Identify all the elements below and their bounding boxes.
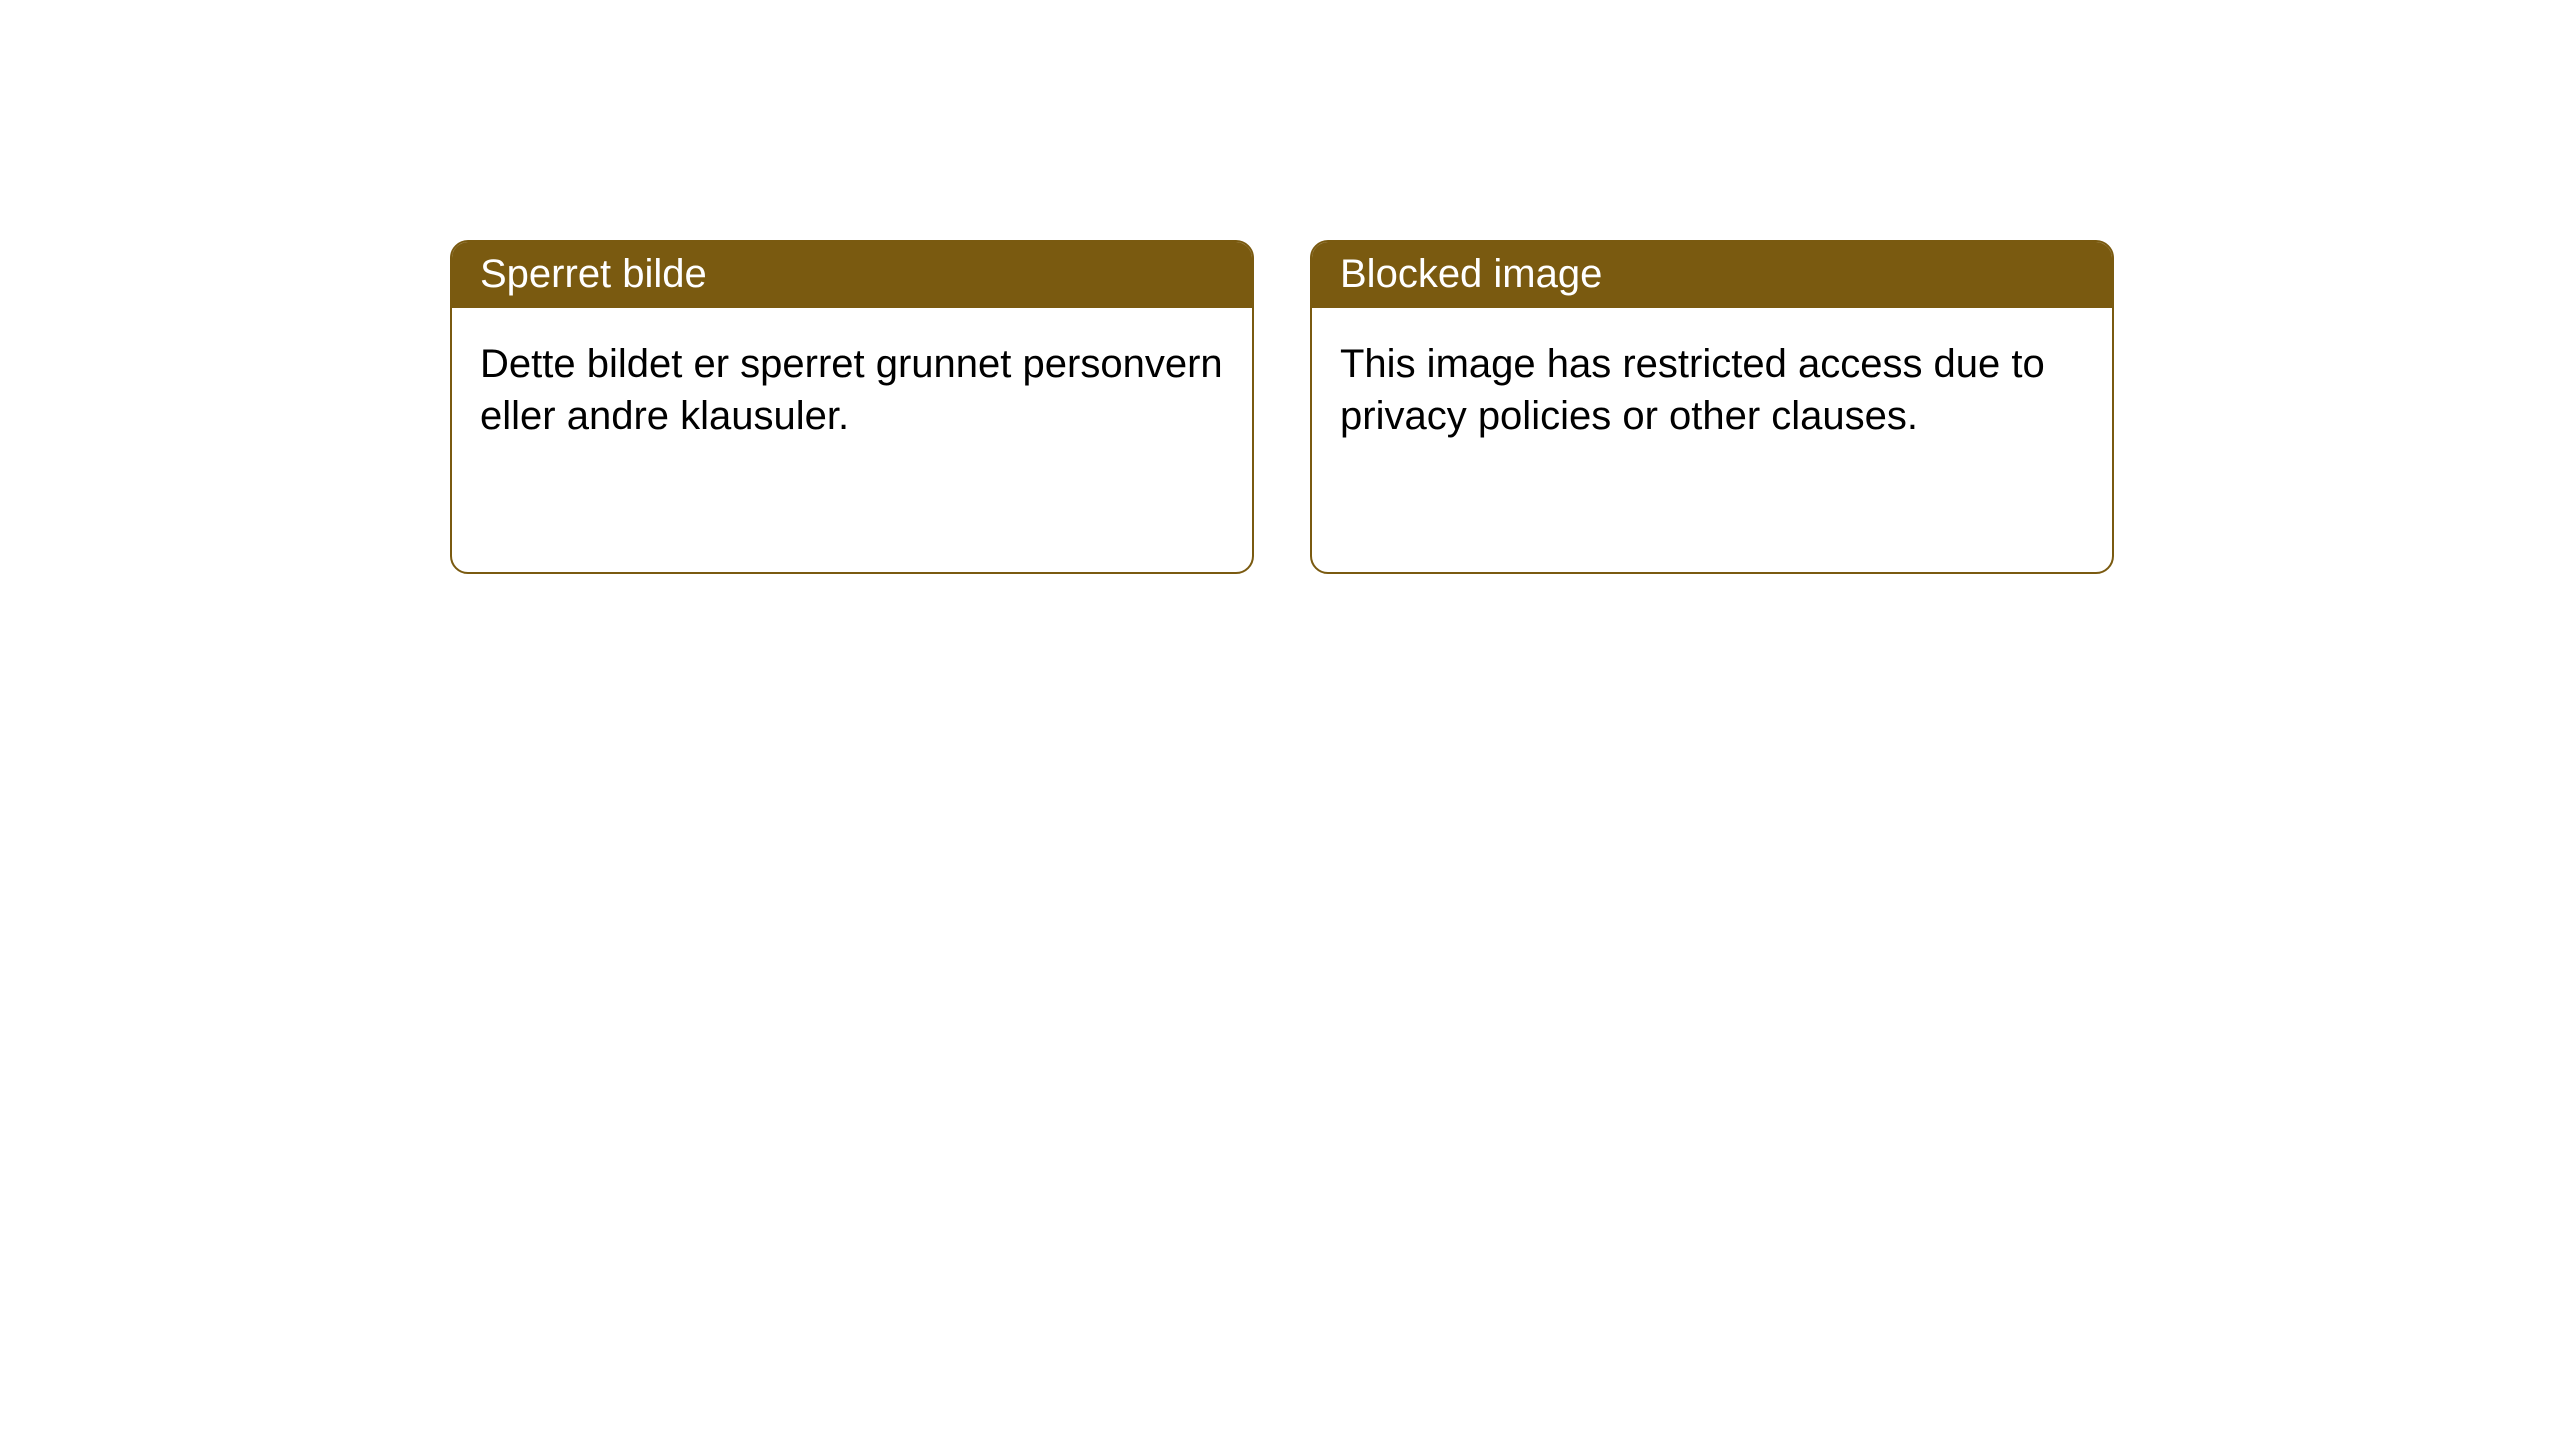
card-body: Dette bildet er sperret grunnet personve… [452, 308, 1252, 472]
card-header: Sperret bilde [452, 242, 1252, 308]
card-body: This image has restricted access due to … [1312, 308, 2112, 472]
card-body-text: This image has restricted access due to … [1340, 342, 2045, 438]
blocked-image-card-english: Blocked image This image has restricted … [1310, 240, 2114, 574]
cards-container: Sperret bilde Dette bildet er sperret gr… [0, 0, 2560, 574]
card-header: Blocked image [1312, 242, 2112, 308]
card-body-text: Dette bildet er sperret grunnet personve… [480, 342, 1223, 438]
card-header-text: Blocked image [1340, 252, 1602, 296]
card-header-text: Sperret bilde [480, 252, 707, 296]
blocked-image-card-norwegian: Sperret bilde Dette bildet er sperret gr… [450, 240, 1254, 574]
